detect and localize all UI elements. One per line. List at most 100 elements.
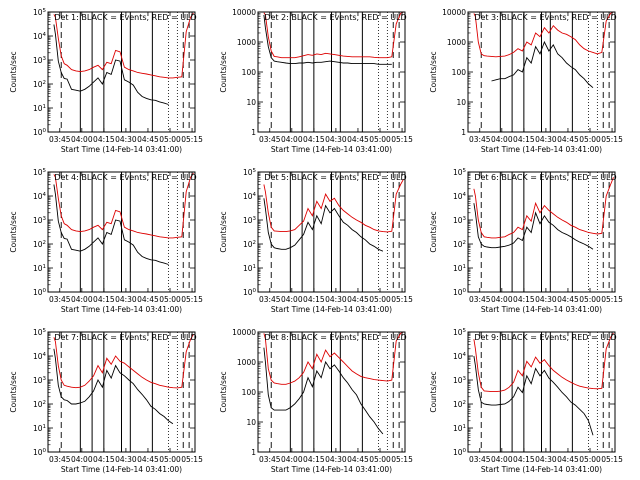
y-tick-label: 102 — [33, 400, 46, 409]
series-uld-line — [473, 177, 614, 239]
y-tick-label: 1000 — [447, 38, 466, 47]
series-uld-line — [473, 11, 614, 58]
panel-title: Det 3: BLACK = Events, RED = ULD — [474, 13, 616, 22]
x-tick-label: 04:00 — [281, 455, 303, 464]
y-tick-label: 1000 — [237, 38, 256, 47]
series-events-line — [263, 347, 384, 435]
y-tick-label: 103 — [243, 216, 257, 225]
y-tick-label: 100 — [243, 288, 257, 297]
plot-frame — [467, 331, 616, 453]
x-tick-label: 04:45 — [347, 295, 369, 304]
x-tick-label: 05:00 — [579, 295, 601, 304]
detector-panel-2: 03:45 04:00 04:15 04:30 04:45 05:00 05:15 1 10 10… — [219, 8, 413, 154]
panel-title: Det 4: BLACK = Events, RED = ULD — [54, 173, 196, 182]
plot-frame — [47, 331, 196, 453]
x-tick-label: 04:00 — [71, 455, 93, 464]
plot-frame — [47, 171, 196, 293]
x-axis-label: Start Time (14-Feb-14 03:41:00) — [271, 145, 392, 154]
detector-panel-6: 03:45 04:00 04:15 04:30 04:45 05:00 05:15 100 10… — [429, 168, 623, 314]
x-tick-label: 04:15 — [513, 295, 535, 304]
y-tick-label: 105 — [33, 8, 47, 17]
detector-panel-1: 03:45 04:00 04:15 04:30 04:45 05:00 05:15 100 10… — [9, 8, 203, 154]
x-axis-label: Start Time (14-Feb-14 03:41:00) — [271, 465, 392, 474]
y-tick-label: 103 — [33, 376, 47, 385]
x-tick-label: 03:45 — [49, 135, 71, 144]
y-axis-label: Counts/sec — [219, 371, 228, 412]
x-tick-label: 03:45 — [469, 135, 491, 144]
x-tick-label: 03:45 — [49, 295, 71, 304]
x-tick-label: 04:30 — [535, 455, 557, 464]
y-tick-label: 101 — [33, 424, 46, 433]
y-tick-label: 10000 — [442, 8, 466, 17]
x-tick-label: 05:15 — [181, 455, 203, 464]
y-tick-label: 102 — [453, 400, 466, 409]
series-events-line — [473, 203, 594, 250]
y-tick-label: 100 — [33, 448, 47, 457]
x-tick-label: 05:15 — [391, 295, 413, 304]
x-axis-label: Start Time (14-Feb-14 03:41:00) — [481, 305, 602, 314]
series-uld-line — [53, 334, 194, 389]
detector-panel-8: 03:45 04:00 04:15 04:30 04:45 05:00 05:15 1 10 10… — [219, 328, 413, 474]
y-tick-label: 105 — [33, 328, 47, 337]
x-tick-label: 05:15 — [181, 295, 203, 304]
x-tick-label: 04:45 — [557, 135, 579, 144]
x-tick-label: 04:30 — [535, 295, 557, 304]
plot-frame — [467, 171, 616, 293]
y-tick-label: 10000 — [232, 328, 256, 337]
x-tick-label: 04:30 — [325, 135, 347, 144]
y-axis-label: Counts/sec — [9, 51, 18, 92]
y-tick-label: 100 — [242, 68, 257, 77]
y-tick-label: 101 — [33, 104, 46, 113]
x-tick-label: 05:15 — [601, 135, 623, 144]
y-axis-label: Counts/sec — [9, 211, 18, 252]
y-tick-label: 102 — [453, 240, 466, 249]
y-tick-label: 101 — [453, 424, 466, 433]
series-events-line — [53, 184, 169, 265]
x-tick-label: 05:00 — [159, 135, 181, 144]
x-axis-label: Start Time (14-Feb-14 03:41:00) — [61, 465, 182, 474]
y-tick-label: 100 — [33, 128, 47, 137]
x-tick-label: 05:00 — [579, 135, 601, 144]
y-axis-label: Counts/sec — [429, 371, 438, 412]
panel-title: Det 9: BLACK = Events, RED = ULD — [474, 333, 616, 342]
y-axis-label: Counts/sec — [219, 51, 228, 92]
y-tick-label: 103 — [33, 56, 47, 65]
x-tick-label: 04:45 — [137, 455, 159, 464]
detector-panel-4: 03:45 04:00 04:15 04:30 04:45 05:00 05:15 100 10… — [9, 168, 203, 314]
x-tick-label: 05:00 — [369, 455, 391, 464]
y-tick-label: 105 — [453, 328, 467, 337]
panel-title: Det 5: BLACK = Events, RED = ULD — [264, 173, 406, 182]
x-tick-label: 04:00 — [281, 135, 303, 144]
series-events-line — [53, 348, 174, 425]
y-axis-label: Counts/sec — [9, 371, 18, 412]
y-tick-label: 102 — [33, 240, 46, 249]
detector-panel-9: 03:45 04:00 04:15 04:30 04:45 05:00 05:15 100 10… — [429, 328, 623, 474]
y-tick-label: 103 — [453, 216, 467, 225]
x-tick-label: 05:15 — [601, 455, 623, 464]
y-tick-label: 10000 — [232, 8, 256, 17]
y-tick-label: 10 — [246, 418, 256, 427]
y-tick-label: 104 — [453, 192, 467, 201]
x-tick-label: 04:30 — [115, 455, 137, 464]
series-uld-line — [53, 12, 194, 79]
series-events-line — [53, 24, 169, 105]
x-tick-label: 05:00 — [369, 135, 391, 144]
x-tick-label: 04:45 — [137, 295, 159, 304]
x-tick-label: 04:30 — [115, 295, 137, 304]
y-tick-label: 105 — [453, 168, 467, 177]
x-tick-label: 03:45 — [469, 455, 491, 464]
x-tick-label: 04:00 — [281, 295, 303, 304]
x-tick-label: 04:45 — [137, 135, 159, 144]
y-tick-label: 101 — [243, 264, 256, 273]
y-tick-label: 104 — [243, 192, 257, 201]
y-tick-label: 103 — [33, 216, 47, 225]
series-events-line — [263, 198, 384, 252]
detector-panel-3: 03:45 04:00 04:15 04:30 04:45 05:00 05:15 1 10 10… — [429, 8, 623, 154]
detector-panel-7: 03:45 04:00 04:15 04:30 04:45 05:00 05:15 100 10… — [9, 328, 203, 474]
series-uld-line — [263, 178, 404, 233]
x-tick-label: 04:45 — [557, 295, 579, 304]
y-tick-label: 1 — [251, 448, 256, 457]
y-tick-label: 104 — [33, 192, 47, 201]
x-tick-label: 03:45 — [259, 455, 281, 464]
